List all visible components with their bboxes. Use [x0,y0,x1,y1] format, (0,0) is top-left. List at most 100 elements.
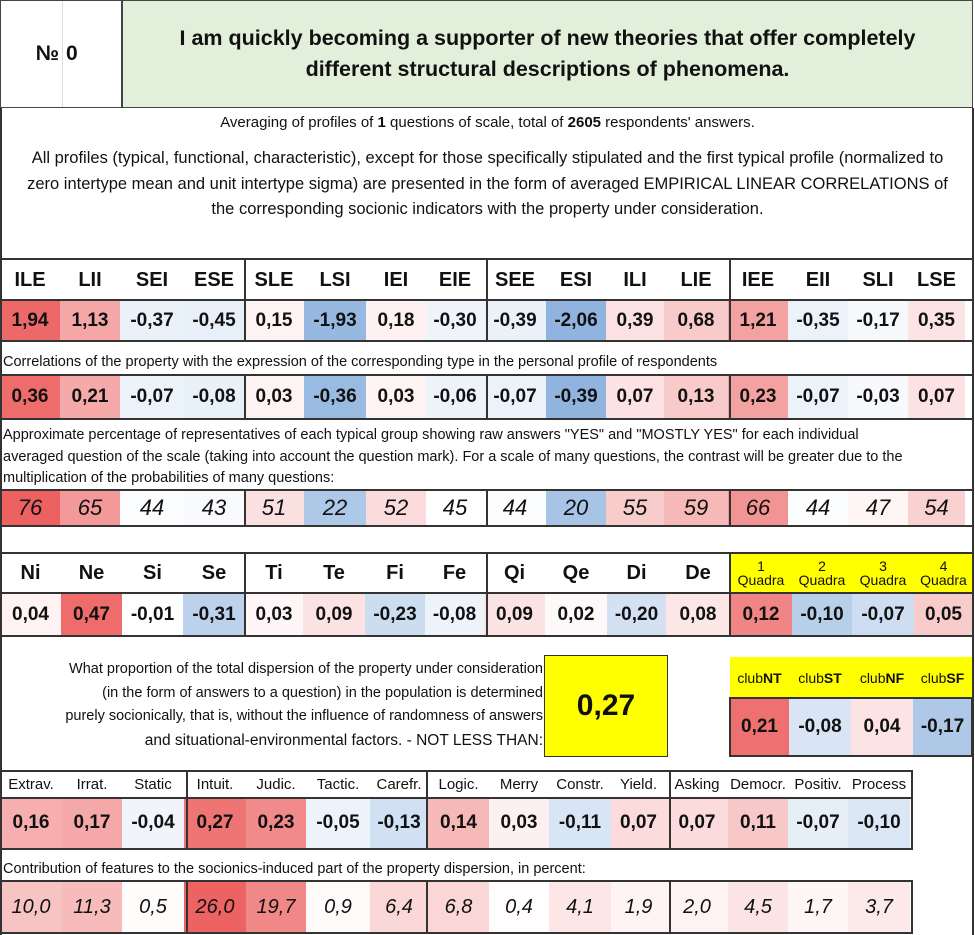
trait-header-3: Intuit. [196,776,234,793]
trait-contribution-4: 19,7 [246,882,306,932]
type-value-8: -0,39 [484,300,546,341]
function-header-7: Fe [442,561,467,584]
trait-header-2: Static [134,776,172,793]
trait-contribution-row: 10,0 11,3 0,5 26,0 19,7 0,9 6,4 6,8 0,4 4,1 1,9 2,0… [0,882,910,932]
type-correlation-4: 0,03 [244,375,304,419]
club-header-3: club SF [913,657,972,698]
type-correlation-7: -0,06 [426,375,484,419]
question-number-box: № 0 [0,0,122,108]
trait-header-9: Constr. [556,776,604,793]
function-header-2: Si [143,561,162,584]
averaging-info: Averaging of profiles of 1 questions of … [220,114,755,131]
type-header-7: EIE [438,268,472,291]
trait-contribution-3: 26,0 [184,882,246,932]
trait-value-11: 0,07 [666,798,728,848]
type-percent-3: 43 [184,490,244,526]
type-header-6: IEI [383,268,409,291]
type-header-4: SLE [254,268,294,291]
type-correlation-2: -0,07 [120,375,184,419]
type-percent-12: 66 [728,490,788,526]
number-value: 0 [66,42,78,65]
function-header-10: Di [626,561,647,584]
trait-value-6: -0,13 [370,798,428,848]
function-value-4: 0,03 [245,593,303,636]
trait-header-6: Carefr. [376,776,422,793]
function-header-11: De [685,561,711,584]
trait-value-4: 0,23 [246,798,306,848]
quadra-header-2: 3 Quadra [852,553,914,593]
type-correlation-11: 0,13 [664,375,728,419]
club-header-2: club NF [851,657,913,698]
trait-contribution-9: 4,1 [549,882,611,932]
type-value-3: -0,45 [184,300,244,341]
type-percent-1: 65 [60,490,120,526]
type-correlation-row: 0,36 0,21 -0,07 -0,08 0,03 -0,36 0,03 -0,06 -0,0… [0,375,965,419]
quadra-header-3: 4 Quadra [914,553,973,593]
club-value-1: -0,08 [789,698,851,756]
quadra-value-3: 0,05 [914,593,973,636]
type-value-2: -0,37 [120,300,184,341]
quadra-value-0: 0,12 [730,593,792,636]
type-header-row: ILE LII SEI ESE SLE LSI IEI EIE SEE ESI ILI LIE IEE E… [0,260,965,300]
correlation-caption: Correlations of the property with the ex… [3,354,718,370]
trait-contribution-11: 2,0 [666,882,728,932]
quadra-value-2: -0,07 [852,593,914,636]
trait-header-4: Judic. [256,776,296,793]
quadra-value-1: -0,10 [792,593,852,636]
trait-value-2: -0,04 [122,798,184,848]
trait-value-0: 0,16 [0,798,62,848]
type-value-14: -0,17 [848,300,908,341]
function-value-1: 0,47 [61,593,122,636]
trait-contribution-6: 6,4 [370,882,428,932]
trait-value-1: 0,17 [62,798,122,848]
type-correlation-5: -0,36 [304,375,366,419]
type-header-9: ESI [559,268,593,291]
type-header-3: ESE [193,268,235,291]
club-value-2: 0,04 [851,698,913,756]
trait-header-row: Extrav. Irrat. Static Intuit. Judic. Tactic. C… [0,771,910,798]
function-header-8: Qi [503,561,526,584]
type-percent-5: 22 [304,490,366,526]
intro-paragraph: All profiles (typical, functional, chara… [27,149,948,218]
type-percent-10: 55 [606,490,664,526]
trait-contribution-14: 3,7 [848,882,910,932]
club-value-0: 0,21 [730,698,789,756]
type-correlation-8: -0,07 [484,375,546,419]
function-value-5: 0,09 [303,593,365,636]
type-correlation-15: 0,07 [908,375,965,419]
function-value-11: 0,08 [666,593,730,636]
quadra-header-1: 2 Quadra [792,553,852,593]
type-header-0: ILE [14,268,46,291]
function-header-9: Qe [562,561,590,584]
function-header-5: Te [323,561,345,584]
trait-header-5: Tactic. [316,776,360,793]
trait-header-13: Positiv. [794,776,842,793]
type-header-8: SEE [494,268,536,291]
type-header-11: LIE [680,268,712,291]
type-percent-row: 76 65 44 43 51 22 52 45 44 20 55 59 66 44 47 54 [0,490,965,526]
type-correlation-10: 0,07 [606,375,664,419]
trait-value-10: 0,07 [611,798,666,848]
type-value-4: 0,15 [244,300,304,341]
type-value-6: 0,18 [366,300,426,341]
type-value-15: 0,35 [908,300,965,341]
group-divider [972,108,974,935]
type-percent-11: 59 [664,490,728,526]
trait-value-12: 0,11 [728,798,788,848]
function-value-3: -0,31 [183,593,245,636]
type-percent-2: 44 [120,490,184,526]
function-value-2: -0,01 [122,593,183,636]
contribution-caption: Contribution of features to the socionic… [3,861,586,877]
trait-contribution-12: 4,5 [728,882,788,932]
type-header-1: LII [78,268,102,291]
function-header-6: Fi [386,561,404,584]
type-value-7: -0,30 [426,300,484,341]
function-value-10: -0,20 [607,593,666,636]
type-value-row: 1,94 1,13 -0,37 -0,45 0,15 -1,93 0,18 -0,30 -0,3… [0,300,965,341]
trait-header-11: Asking [674,776,720,793]
type-percent-6: 52 [366,490,426,526]
function-header-4: Ti [265,561,283,584]
trait-contribution-8: 0,4 [489,882,549,932]
club-header-1: club ST [789,657,851,698]
type-value-12: 1,21 [728,300,788,341]
